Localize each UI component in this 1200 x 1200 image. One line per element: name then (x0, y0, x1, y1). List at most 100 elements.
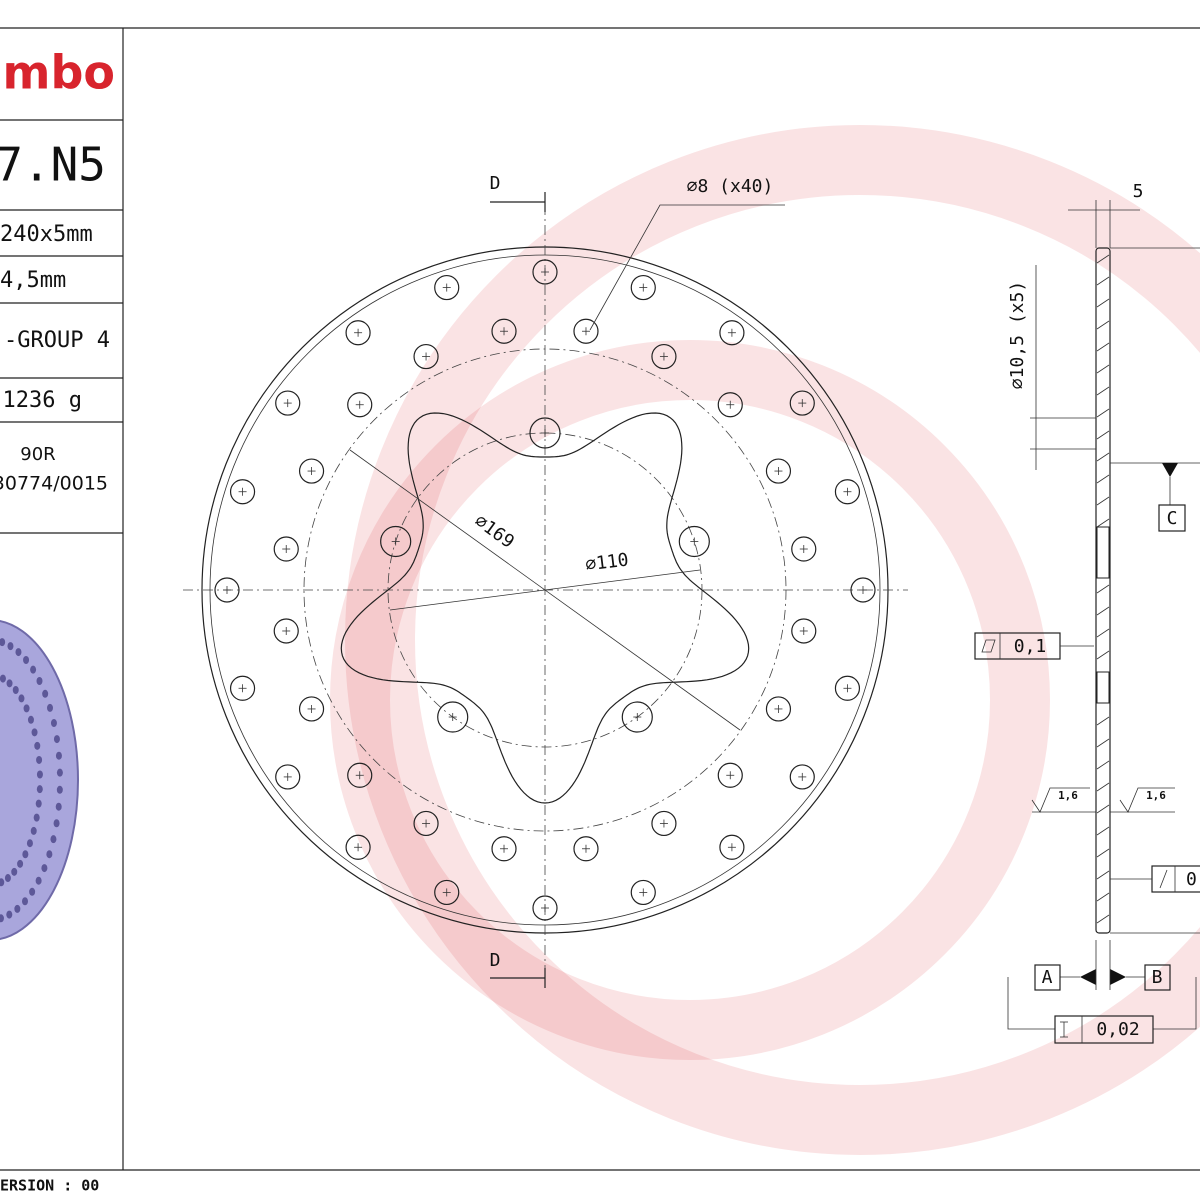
hatch-line (1096, 276, 1110, 286)
logo: mbo (3, 46, 115, 100)
hole (345, 320, 371, 346)
diameter-label: ⌀110 (584, 549, 630, 575)
hatch-line (1096, 342, 1110, 352)
render-hole (30, 826, 37, 835)
hole (791, 618, 817, 644)
hole (437, 701, 469, 733)
frame (0, 27, 1200, 1171)
hole (651, 810, 677, 837)
disc-render (0, 620, 79, 940)
render-hole (41, 864, 48, 873)
render-hole (31, 728, 38, 737)
render-hole (26, 839, 33, 848)
render-hole (18, 694, 25, 703)
hole (630, 274, 656, 301)
render-hole (36, 755, 43, 764)
part-code: 7.N5 (0, 138, 106, 192)
hole (532, 895, 558, 921)
watermark (330, 125, 1200, 1155)
hatch-line (1096, 628, 1110, 638)
hole (347, 392, 373, 418)
render-hole (29, 887, 36, 896)
runout-value: 0 (1186, 869, 1197, 890)
hole (434, 274, 460, 301)
hole (298, 458, 325, 484)
approval: 90R (20, 444, 55, 465)
hatch-line (1096, 386, 1110, 396)
hatch-line (1096, 298, 1110, 308)
hatch-line (1096, 826, 1110, 836)
render-hole (23, 704, 30, 713)
hole (347, 762, 373, 788)
thickness-dim: 5 (1133, 181, 1144, 202)
version: ERSION : 00 (0, 1177, 99, 1195)
render-hole (22, 850, 29, 859)
render-hole (50, 719, 57, 728)
render-hole (15, 648, 22, 657)
hole (765, 458, 792, 484)
hole (491, 318, 517, 344)
hole (573, 318, 599, 344)
render-hole (34, 741, 41, 750)
hole (719, 834, 745, 860)
hole (298, 696, 325, 722)
hole (717, 762, 743, 788)
section-label: D (490, 950, 501, 971)
hole (789, 390, 815, 416)
render-hole (27, 715, 34, 724)
hole (345, 834, 371, 860)
bolt-holes-dim: ⌀10,5 (x5) (1007, 281, 1028, 389)
render-hole (11, 867, 18, 876)
render-hole (4, 874, 11, 883)
hatching (1096, 254, 1110, 924)
render-hole (7, 642, 14, 651)
render-hole (56, 785, 63, 794)
render-hole (0, 914, 4, 923)
hatch-line (1096, 650, 1110, 660)
hole (834, 479, 861, 505)
hatch-line (1096, 408, 1110, 418)
render-hole (23, 655, 30, 664)
hole (717, 392, 743, 418)
render-hole (53, 819, 60, 828)
render-hole (46, 850, 53, 859)
render-hole (36, 677, 43, 686)
render-hole (12, 685, 19, 694)
render-hole (35, 876, 42, 885)
hole (273, 536, 299, 562)
render-hole (55, 802, 62, 811)
hole (275, 390, 301, 416)
hatch-line (1096, 892, 1110, 902)
diameter-label: ⌀169 (471, 510, 518, 552)
roughness: 1,6 (1058, 789, 1078, 802)
hole (229, 675, 256, 701)
render-hole (0, 638, 6, 647)
render-hole (56, 768, 63, 777)
render-hole (0, 674, 6, 683)
hole (573, 836, 599, 862)
render-hole (36, 785, 43, 794)
roughness: 1,6 (1146, 789, 1166, 802)
render-hole (42, 689, 49, 698)
hatch-line (1096, 760, 1110, 770)
hole (532, 259, 558, 285)
render-hole (22, 897, 28, 906)
datum-label: A (1042, 967, 1053, 988)
hole (491, 836, 517, 862)
hatch-line (1096, 914, 1110, 924)
hole (413, 343, 439, 370)
hatch-line (1096, 584, 1110, 594)
hatch-line (1096, 364, 1110, 374)
thickness: 4,5mm (0, 268, 66, 293)
hatch-line (1096, 738, 1110, 748)
hatch-line (1096, 452, 1110, 462)
datum-label: C (1167, 508, 1178, 529)
hatch-line (1096, 804, 1110, 814)
render-hole (17, 859, 24, 868)
hole (630, 879, 656, 906)
hatch-line (1096, 254, 1110, 264)
hole (380, 525, 412, 558)
hole (229, 479, 256, 505)
hole (413, 810, 439, 837)
hole (214, 577, 240, 603)
